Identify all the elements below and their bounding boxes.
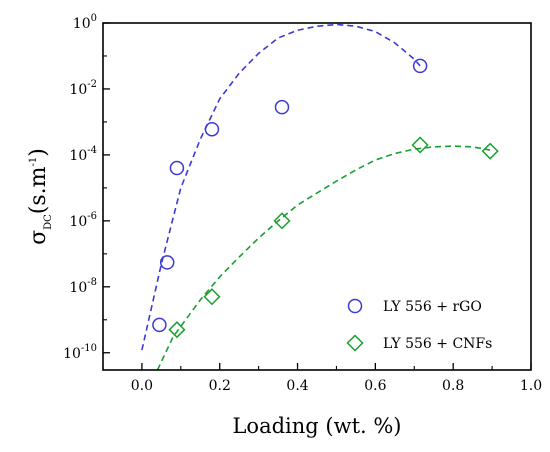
- y-tick-label: 10-8: [69, 277, 97, 296]
- legend-label: LY 556 + rGO: [383, 299, 482, 315]
- legend-marker-diamond: [346, 334, 364, 352]
- data-point-diamond: [481, 142, 499, 160]
- data-point-circle: [412, 58, 428, 74]
- y-axis-label-symbol: σ: [26, 230, 51, 245]
- x-tick-label: 1.0: [520, 378, 542, 394]
- y-tick-label: 10-4: [69, 145, 97, 164]
- data-point-diamond: [203, 288, 221, 306]
- x-tick-label: 0.0: [131, 378, 153, 394]
- data-point-diamond: [168, 321, 186, 339]
- legend-marker-circle: [347, 298, 363, 314]
- x-tick-label: 0.2: [209, 378, 231, 394]
- y-axis-label-subscript: DC: [43, 214, 54, 230]
- data-point-circle: [169, 160, 185, 176]
- legend: LY 556 + rGO LY 556 + CNFs: [346, 298, 492, 352]
- y-tick-label: 100: [73, 13, 97, 32]
- fit-curves: [141, 23, 491, 370]
- y-tick-label: 10-10: [63, 343, 97, 362]
- y-axis-label-exponent: -1: [28, 157, 39, 167]
- data-point-diamond: [273, 212, 291, 230]
- plot-frame: [102, 22, 532, 371]
- x-tick-label: 0.4: [286, 378, 308, 394]
- y-axis-label: σDC(s.m-1): [26, 148, 54, 245]
- x-axis-label: Loading (wt. %): [232, 414, 401, 438]
- data-point-circle: [152, 317, 167, 333]
- x-tick-label: 0.6: [364, 378, 386, 394]
- legend-label: LY 556 + CNFs: [383, 336, 492, 352]
- x-tick-label: 0.8: [442, 378, 464, 394]
- y-axis-label-units: (s.m: [26, 166, 51, 214]
- y-axis-ticks: 10-10 10-8 10-6 10-4 10-2 100: [63, 13, 110, 362]
- x-axis-ticks: 0.0 0.2 0.4 0.6 0.8 1.0: [102, 363, 542, 394]
- data-point-circle: [159, 255, 175, 270]
- data-markers: [152, 58, 499, 339]
- data-point-circle: [274, 99, 290, 115]
- fit-curve-1: [141, 23, 421, 351]
- y-tick-label: 10-2: [69, 79, 97, 98]
- data-point-circle: [204, 121, 220, 137]
- fit-curve-2: [156, 145, 491, 370]
- y-tick-label: 10-6: [69, 211, 97, 230]
- data-point-diamond: [411, 136, 429, 154]
- y-axis-label-close: ): [26, 148, 51, 157]
